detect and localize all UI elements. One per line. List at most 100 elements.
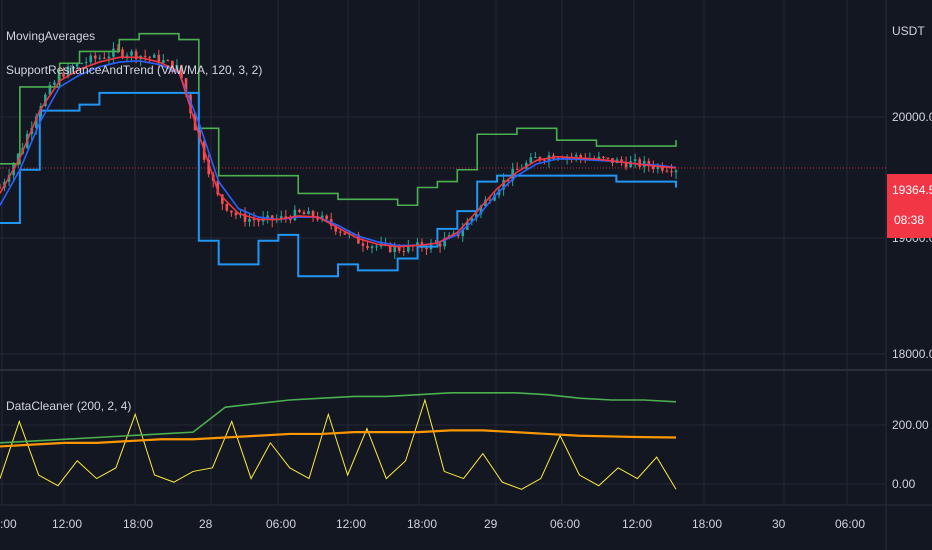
cleaner-middle-line [0,429,677,448]
candle-body [130,51,133,56]
candle-body [361,243,365,246]
candle-body [48,84,52,95]
candle-body [162,60,165,63]
candle-body [116,48,120,50]
price-pane[interactable] [0,32,886,278]
candle-body [293,209,297,221]
time-axis-label: 06:00 [835,517,865,531]
candle-body [234,212,238,216]
price-axis-tick: 20000.00 [892,110,932,124]
candle-body [629,161,632,168]
candle-body [75,63,79,67]
candle-body [230,210,233,213]
candle-body [279,216,283,220]
candle-body [107,56,111,59]
candle-body [579,155,583,158]
candle-body [216,180,220,195]
candle-body [171,60,174,71]
candle-body [652,166,655,169]
candle-body [493,195,496,201]
time-axis-label: 12:00 [52,517,82,531]
candle-body [207,159,210,175]
candle-body [175,65,179,71]
time-axis-label: 18:00 [692,517,722,531]
candle-body [316,217,319,220]
candle-body [152,54,156,58]
indicator-pane[interactable] [0,392,677,490]
candle-body [633,159,637,162]
candle-body [121,49,124,57]
time-axis-label: :00 [0,517,17,531]
candle-body [62,73,65,77]
candle-body [0,187,2,189]
time-axis[interactable]: :00 12:00 18:00 28 06:00 12:00 18:00 29 … [0,517,865,531]
candle-body [157,54,161,63]
time-axis-label: 30 [772,517,786,531]
candle-body [506,180,510,182]
candle-body [647,160,651,167]
candle-body [624,162,628,168]
candle-body [257,220,260,222]
time-axis-label: 29 [484,517,498,531]
candle-body [184,78,188,95]
candle-body [534,157,537,159]
candle-body [320,215,324,220]
candle-body [325,215,328,220]
time-axis-label: 12:00 [336,517,366,531]
candle-body [166,60,170,62]
candle-body [266,215,269,218]
study-label-data-cleaner[interactable]: DataCleaner (200, 2, 4) [6,399,131,413]
candle-body [397,246,401,251]
cleaner-signal-line [0,398,677,490]
resistance-line [0,32,677,207]
candle-body [670,171,673,173]
candle-body [148,56,152,58]
candle-body [225,203,229,211]
candle-body [529,157,533,163]
candle-body [125,55,129,57]
time-axis-label: 12:00 [622,517,652,531]
candle-body [606,157,610,159]
candle-body [375,246,378,248]
candle-body [470,217,474,222]
fast-moving-average [0,56,677,248]
candle-body [370,246,374,249]
candle-body [416,242,419,247]
bar-countdown: 08:38 [894,213,924,227]
study-label-support-resistance[interactable]: SupportResitanceAndTrend (VAWMA, 120, 3,… [6,63,262,77]
candle-body [502,180,505,190]
candle-body [289,217,292,221]
candle-body [66,66,70,77]
time-axis-label: 18:00 [407,517,437,531]
indicator-axis-tick: 0.00 [892,477,916,491]
candle-body [143,55,147,57]
candle-body [243,213,247,222]
study-label-moving-averages[interactable]: MovingAverages [6,29,95,43]
time-axis-label: 06:00 [550,517,580,531]
candle-body [134,51,138,60]
price-axis-currency: USDT [892,24,925,38]
time-axis-label: 28 [199,517,213,531]
candle-body [638,159,642,167]
grid-lines [0,0,886,505]
candle-body [284,216,288,218]
candle-body [620,159,623,163]
candle-body [311,211,315,218]
candle-body [388,243,392,253]
candle-body [661,165,664,171]
candle-body [93,55,97,59]
candle-body [71,66,74,68]
candle-body [479,206,483,214]
support-line [0,91,677,278]
slow-moving-average [0,60,677,247]
time-axis-label: 06:00 [266,517,296,531]
price-lines [0,32,677,278]
candle-body [656,165,660,169]
candle-body [425,247,428,250]
candle-body [103,57,106,59]
candle-body [84,62,88,64]
candle-body [515,168,519,170]
candle-body [112,48,115,57]
